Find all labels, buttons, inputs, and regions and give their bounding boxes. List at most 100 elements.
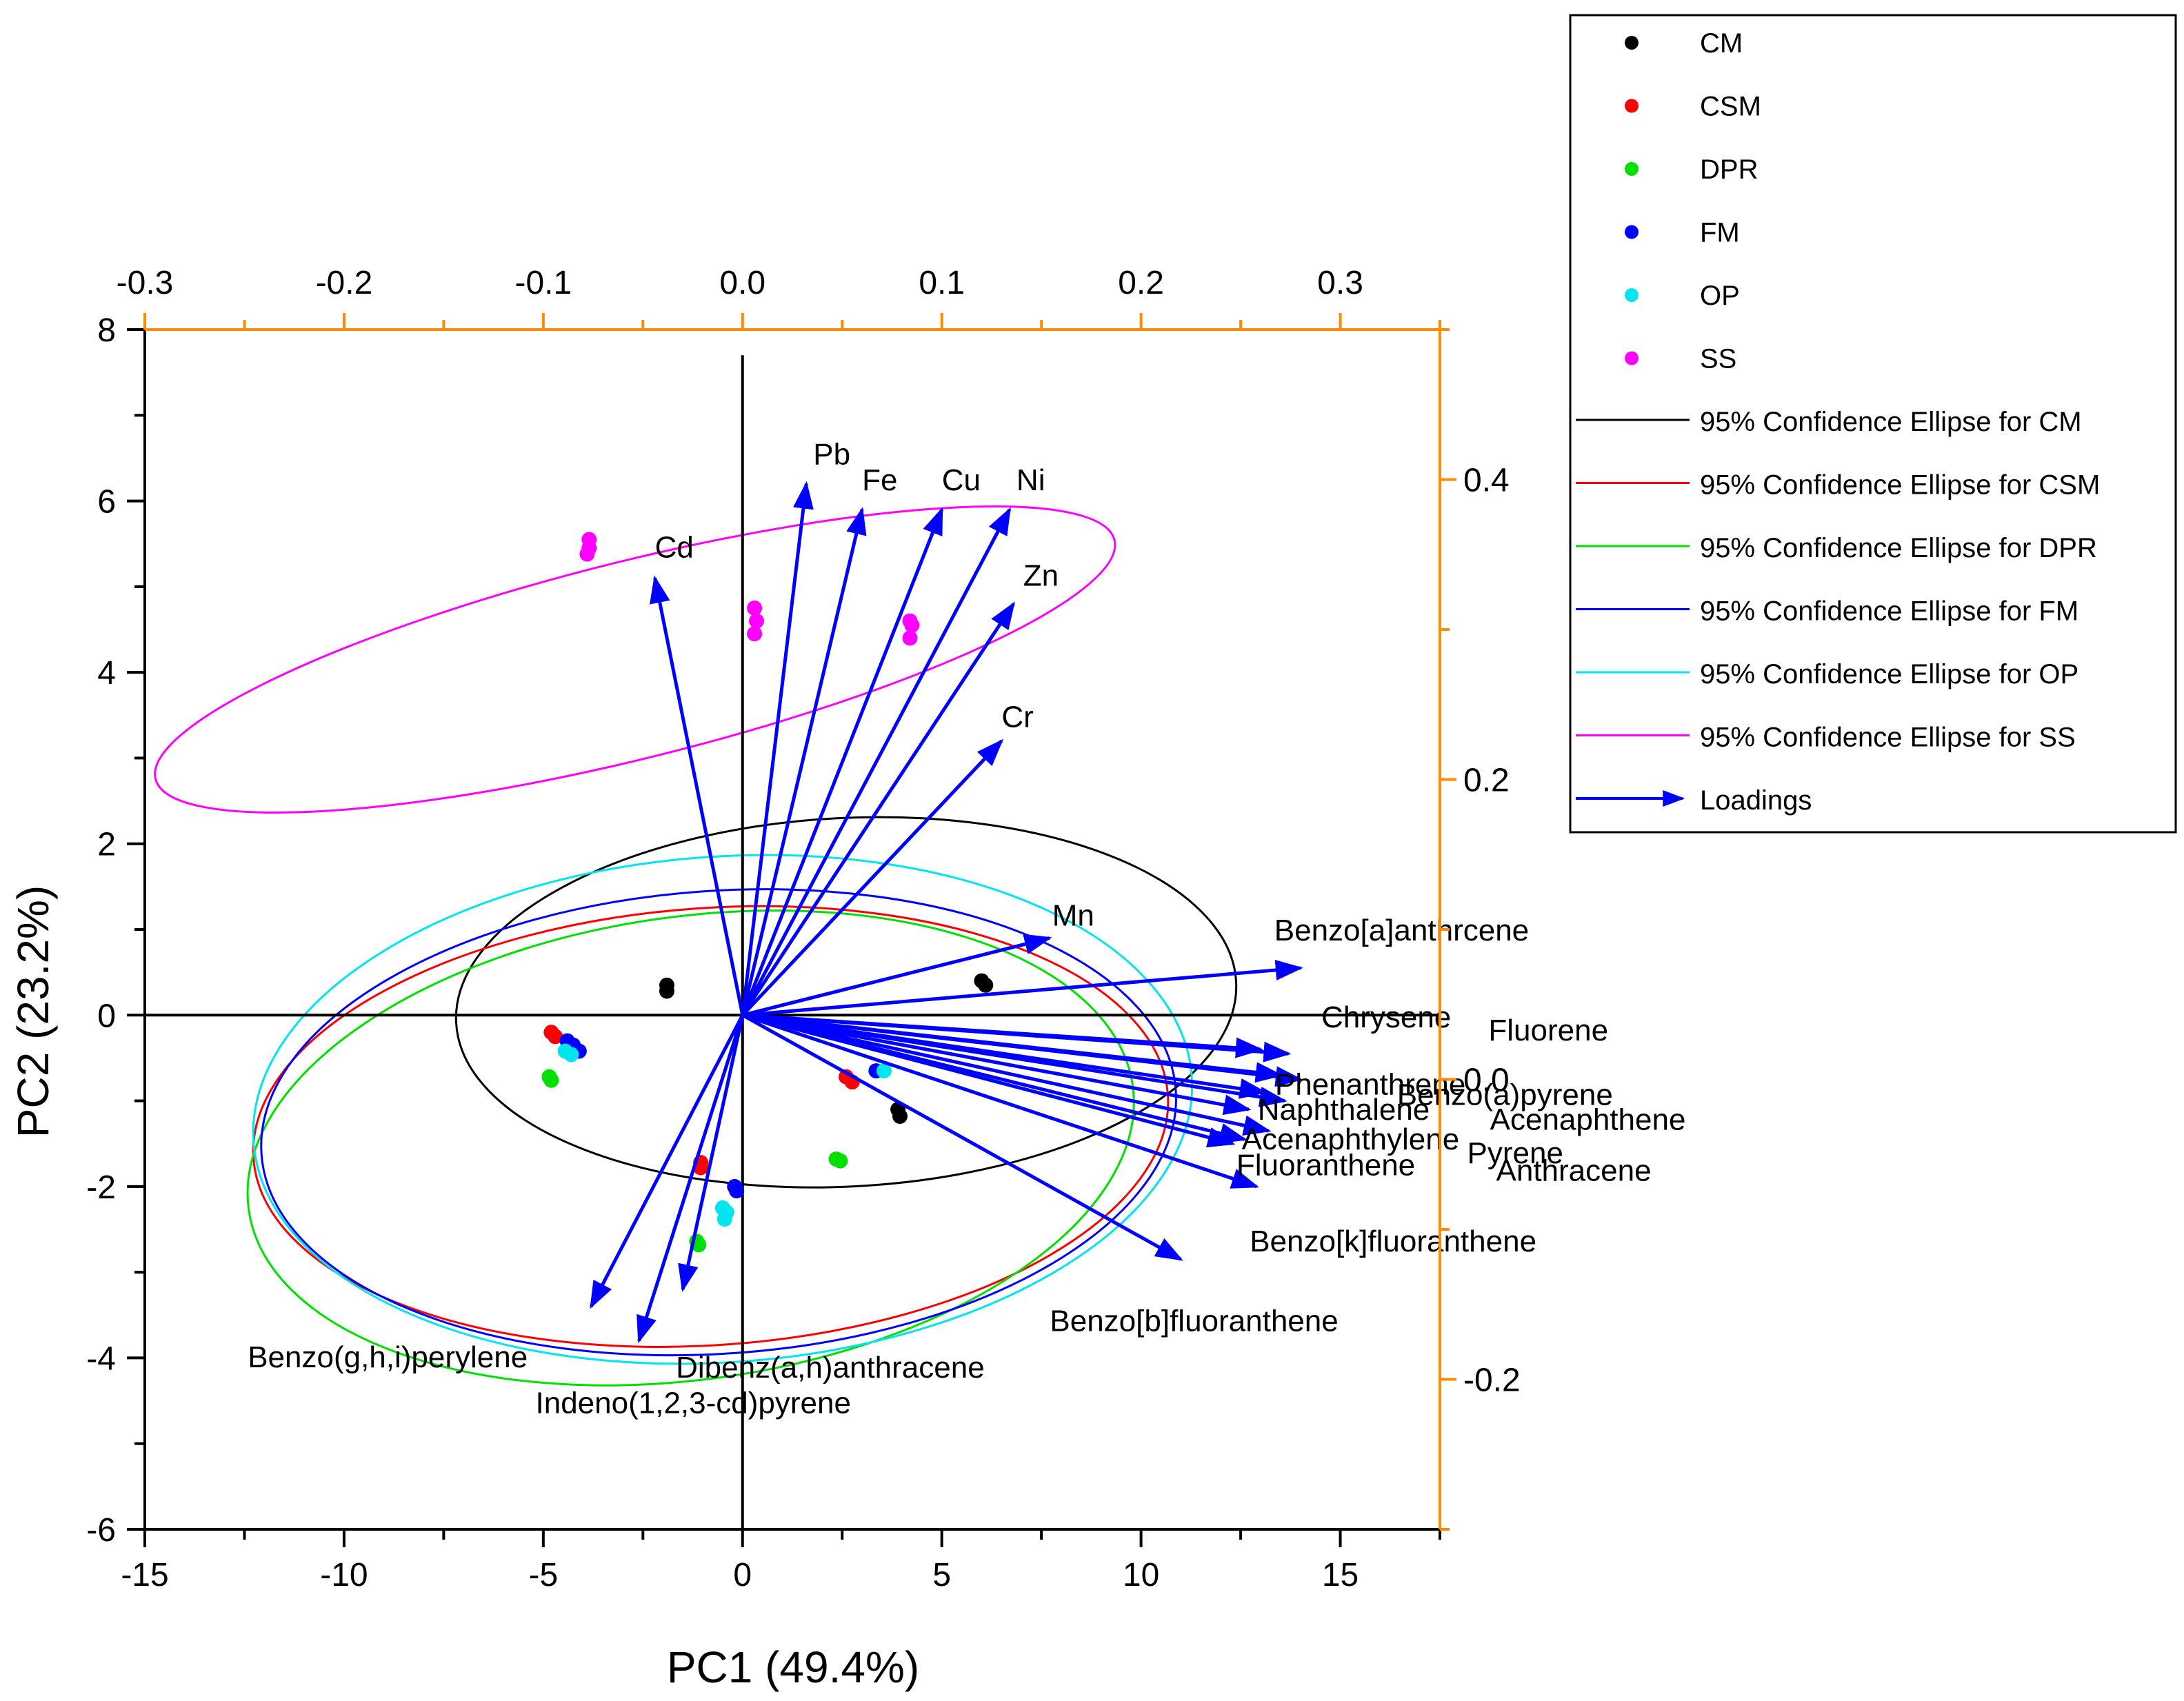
legend-label: CSM bbox=[1700, 92, 1761, 122]
top-tick-label: 0.3 bbox=[1317, 265, 1363, 301]
x-axis-title: PC1 (49.4%) bbox=[667, 1642, 919, 1692]
legend-label: 95% Confidence Ellipse for SS bbox=[1700, 723, 2076, 753]
y-tick-label: 0 bbox=[97, 998, 116, 1034]
right-tick-label: 0.0 bbox=[1463, 1063, 1510, 1099]
top-tick-label: 0.2 bbox=[1118, 265, 1164, 301]
right-tick-label: -0.2 bbox=[1463, 1362, 1521, 1399]
loading-label-benzo-k-fluoranthene: Benzo[k]fluoranthene bbox=[1250, 1225, 1536, 1258]
loading-label-benzo-a-pyrene: Benzo(a)pyrene bbox=[1397, 1078, 1613, 1112]
right-tick-label: 0.2 bbox=[1463, 763, 1510, 799]
legend-label: SS bbox=[1700, 344, 1736, 374]
legend-label: 95% Confidence Ellipse for CM bbox=[1700, 407, 2082, 437]
legend-item-ss: SS bbox=[1625, 344, 1736, 374]
loading-label-ni: Ni bbox=[1016, 463, 1045, 497]
loading-label-pb: Pb bbox=[813, 438, 850, 472]
loading-label-benzo-b-fluoranthene: Benzo[b]fluoranthene bbox=[1050, 1305, 1338, 1338]
legend-marker bbox=[1625, 36, 1639, 50]
legend-label: 95% Confidence Ellipse for CSM bbox=[1700, 470, 2100, 501]
legend-item-95-confidence-ellipse-for-cm: 95% Confidence Ellipse for CM bbox=[1576, 407, 2082, 437]
loading-labels: Pb Fe Cu Ni Cd Zn Cr Mn Benzo[a]anthrcene Chrysen… bbox=[248, 438, 1685, 1420]
top-tick-label: -0.2 bbox=[316, 265, 373, 301]
legend-label: CM bbox=[1700, 28, 1743, 59]
loading-label-cu: Cu bbox=[942, 463, 981, 497]
loading-arrow-fluorene bbox=[742, 1013, 1292, 1063]
legend-label: 95% Confidence Ellipse for DPR bbox=[1700, 533, 2097, 563]
loading-label-benzo-g-h-i-perylene: Benzo(g,h,i)perylene bbox=[248, 1340, 528, 1374]
point-ss bbox=[748, 613, 764, 629]
legend-item-fm: FM bbox=[1625, 218, 1740, 248]
loading-label-zn: Zn bbox=[1023, 559, 1059, 593]
point-dpr bbox=[832, 1153, 848, 1169]
y-tick-label: -6 bbox=[86, 1512, 116, 1549]
legend-marker bbox=[1625, 225, 1639, 239]
y-tick-label: 6 bbox=[97, 484, 116, 521]
loading-label-chrysene: Chrysene bbox=[1321, 1000, 1451, 1034]
y-tick-label: 4 bbox=[97, 655, 116, 692]
loading-label-phenanthrene: Phenanthrene bbox=[1275, 1067, 1465, 1101]
top-tick-label: -0.1 bbox=[514, 265, 572, 301]
legend-label: OP bbox=[1700, 281, 1740, 311]
top-tick-label: 0.1 bbox=[919, 265, 965, 301]
point-csm bbox=[548, 1029, 563, 1045]
legend-item-cm: CM bbox=[1625, 28, 1743, 59]
point-ss bbox=[747, 600, 763, 616]
legend-marker bbox=[1625, 162, 1639, 176]
y-tick-label: 8 bbox=[97, 312, 116, 349]
loading-arrow-pb bbox=[741, 481, 814, 1016]
top-tick-label: -0.3 bbox=[117, 265, 174, 301]
point-cm bbox=[659, 983, 674, 999]
legend-label: 95% Confidence Ellipse for FM bbox=[1700, 596, 2078, 627]
loading-label-acenaphthene: Acenaphthene bbox=[1490, 1103, 1686, 1137]
legend-label: FM bbox=[1700, 218, 1740, 248]
legend-item-95-confidence-ellipse-for-ss: 95% Confidence Ellipse for SS bbox=[1576, 723, 2076, 753]
y-tick-label: -4 bbox=[86, 1340, 116, 1377]
loading-arrow-benzo-a-pyrene bbox=[742, 1013, 1303, 1087]
loading-arrow-cu bbox=[741, 507, 944, 1016]
top-axis: -0.3 -0.2 -0.1 0.0 0.1 0.2 0.3 bbox=[117, 265, 1441, 330]
point-op bbox=[563, 1047, 579, 1063]
loading-label-mn: Mn bbox=[1052, 898, 1094, 932]
y-tick-label: 2 bbox=[97, 827, 116, 863]
x-tick-label: -15 bbox=[121, 1557, 168, 1593]
legend-item-dpr: DPR bbox=[1625, 154, 1758, 185]
legend-label: DPR bbox=[1700, 154, 1758, 185]
ellipse-95-confidence-ellipse-for-op bbox=[252, 854, 1194, 1365]
loading-label-acenaphthylene: Acenaphthylene bbox=[1242, 1123, 1460, 1156]
right-tick-label: 0.4 bbox=[1463, 463, 1510, 499]
point-fm bbox=[729, 1183, 745, 1199]
ellipse-95-confidence-ellipse-for-dpr bbox=[246, 909, 1135, 1387]
loading-arrow-mn bbox=[742, 934, 1052, 1017]
loading-arrow-cr bbox=[741, 738, 1004, 1017]
point-cm bbox=[892, 1108, 908, 1124]
loading-label-fluoranthene: Fluoranthene bbox=[1236, 1149, 1415, 1182]
loading-arrow-fe bbox=[741, 507, 867, 1016]
legend-item-loadings: Loadings bbox=[1576, 785, 1812, 816]
loading-arrow-indeno-1-2-3-cd-pyrene bbox=[637, 1014, 745, 1344]
legend-label: 95% Confidence Ellipse for OP bbox=[1700, 659, 2078, 690]
confidence-ellipses bbox=[154, 505, 1238, 1387]
legend-item-op: OP bbox=[1625, 281, 1740, 311]
loading-arrow-anthracene bbox=[742, 1013, 1236, 1148]
x-tick-label: 15 bbox=[1322, 1557, 1359, 1593]
ellipse-95-confidence-ellipse-for-cm bbox=[454, 816, 1238, 1189]
point-op bbox=[717, 1211, 732, 1227]
legend-marker bbox=[1625, 351, 1639, 365]
x-tick-label: 10 bbox=[1123, 1557, 1159, 1593]
legend-item-95-confidence-ellipse-for-fm: 95% Confidence Ellipse for FM bbox=[1576, 596, 2078, 627]
loading-arrow-benzo-g-h-i-perylene bbox=[589, 1014, 744, 1309]
point-cm bbox=[978, 977, 994, 993]
loading-label-fe: Fe bbox=[862, 463, 897, 497]
loading-label-cr: Cr bbox=[1001, 701, 1033, 734]
legend-marker bbox=[1625, 99, 1639, 113]
loading-arrow-benzo-a-anthrcene bbox=[742, 960, 1303, 1017]
loading-label-pyrene: Pyrene bbox=[1467, 1136, 1563, 1170]
zero-lines bbox=[145, 355, 1440, 1529]
right-axis: -0.2 0.0 0.2 0.4 bbox=[1440, 328, 1521, 1531]
point-ss bbox=[904, 617, 920, 633]
loading-arrows bbox=[589, 481, 1303, 1344]
top-tick-label: 0.0 bbox=[719, 265, 765, 301]
loading-arrow-acenaphthylene bbox=[742, 1013, 1252, 1116]
legend-item-95-confidence-ellipse-for-dpr: 95% Confidence Ellipse for DPR bbox=[1576, 533, 2097, 563]
loading-label-dibenz-a-h-anthracene: Dibenz(a,h)anthracene bbox=[676, 1351, 985, 1385]
